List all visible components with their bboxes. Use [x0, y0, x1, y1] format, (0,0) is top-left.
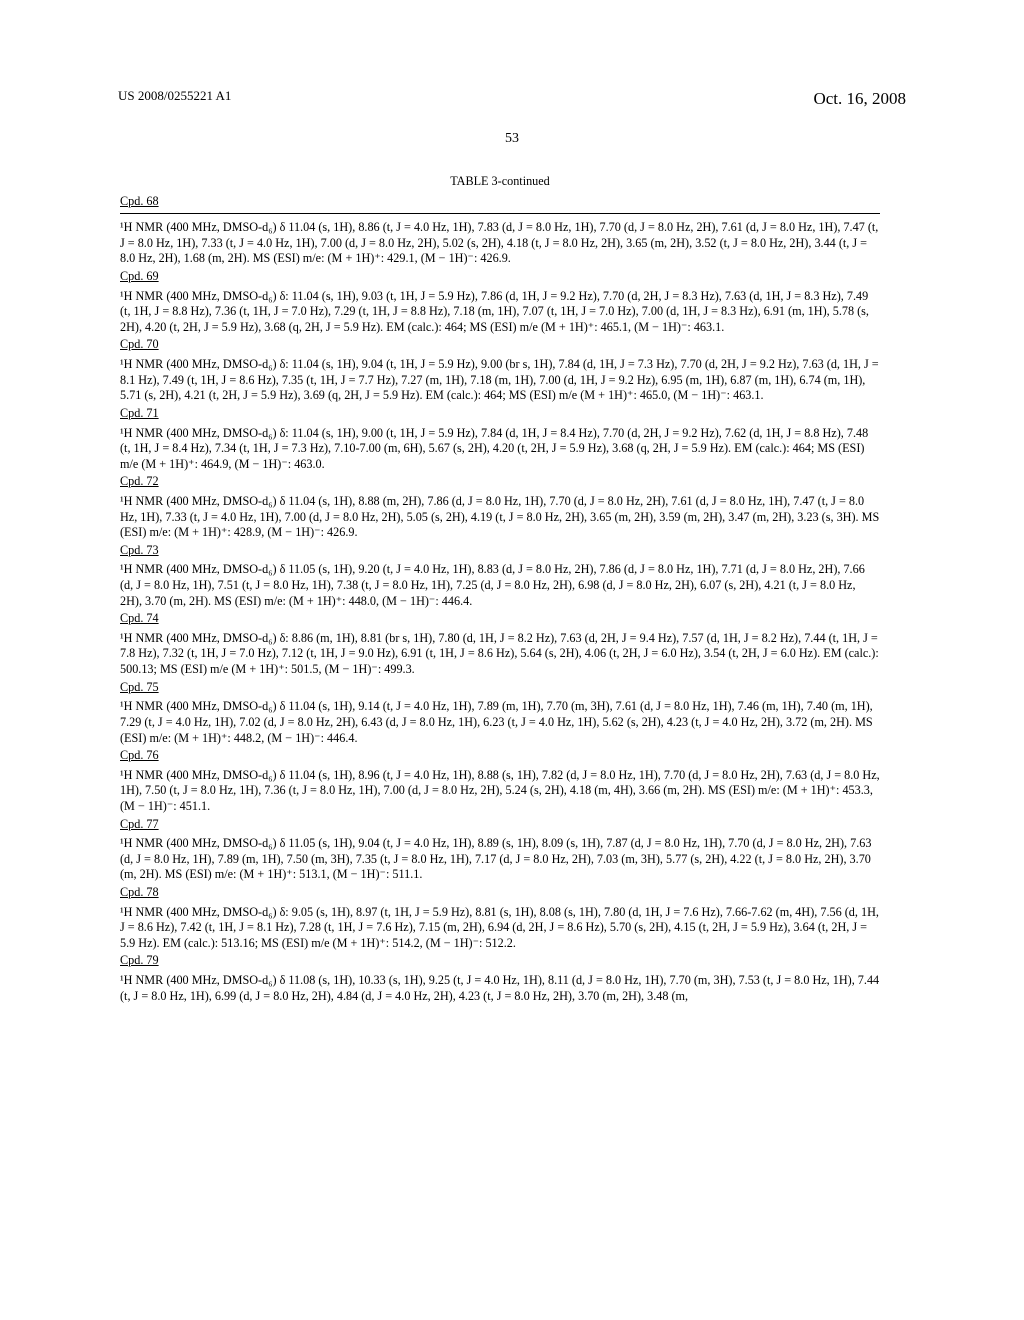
nmr-data: ¹H NMR (400 MHz, DMSO-d₆) δ: 11.04 (s, 1…: [120, 357, 880, 404]
compound-header: Cpd. 69: [120, 269, 880, 285]
table-entry: ¹H NMR (400 MHz, DMSO-d₆) δ 11.04 (s, 1H…: [120, 494, 880, 558]
page-number: 53: [0, 130, 1024, 148]
table-entry: ¹H NMR (400 MHz, DMSO-d₆) δ: 8.86 (m, 1H…: [120, 631, 880, 695]
table-entry: ¹H NMR (400 MHz, DMSO-d₆) δ: 11.04 (s, 1…: [120, 289, 880, 353]
compound-header: Cpd. 72: [120, 474, 880, 490]
compound-header: Cpd. 78: [120, 885, 880, 901]
table-entry: ¹H NMR (400 MHz, DMSO-d₆) δ 11.08 (s, 1H…: [120, 973, 880, 1004]
publication-number: US 2008/0255221 A1: [118, 88, 231, 103]
compound-header: Cpd. 71: [120, 406, 880, 422]
table-entry: ¹H NMR (400 MHz, DMSO-d₆) δ 11.04 (s, 1H…: [120, 220, 880, 284]
nmr-data: ¹H NMR (400 MHz, DMSO-d₆) δ 11.05 (s, 1H…: [120, 562, 880, 609]
nmr-data: ¹H NMR (400 MHz, DMSO-d₆) δ 11.04 (s, 1H…: [120, 768, 880, 815]
nmr-data: ¹H NMR (400 MHz, DMSO-d₆) δ 11.04 (s, 1H…: [120, 494, 880, 541]
compound-header: Cpd. 70: [120, 337, 880, 353]
compound-header: Cpd. 79: [120, 953, 880, 969]
nmr-data: ¹H NMR (400 MHz, DMSO-d₆) δ: 11.04 (s, 1…: [120, 426, 880, 473]
table-entry: ¹H NMR (400 MHz, DMSO-d₆) δ: 9.05 (s, 1H…: [120, 905, 880, 969]
table-content: TABLE 3-continued Cpd. 68 ¹H NMR (400 MH…: [120, 174, 880, 1006]
table-entry: ¹H NMR (400 MHz, DMSO-d₆) δ: 11.04 (s, 1…: [120, 426, 880, 490]
nmr-data: ¹H NMR (400 MHz, DMSO-d₆) δ 11.04 (s, 1H…: [120, 220, 880, 267]
compound-header: Cpd. 75: [120, 680, 880, 696]
page-header: US 2008/0255221 A1 Oct. 16, 2008: [0, 88, 1024, 105]
compound-header: Cpd. 76: [120, 748, 880, 764]
table-entry: ¹H NMR (400 MHz, DMSO-d₆) δ 11.05 (s, 1H…: [120, 836, 880, 900]
table-entry: ¹H NMR (400 MHz, DMSO-d₆) δ 11.04 (s, 1H…: [120, 699, 880, 763]
nmr-data: ¹H NMR (400 MHz, DMSO-d₆) δ 11.05 (s, 1H…: [120, 836, 880, 883]
compound-header: Cpd. 73: [120, 543, 880, 559]
table-rule: [120, 213, 880, 214]
table-entry: ¹H NMR (400 MHz, DMSO-d₆) δ 11.05 (s, 1H…: [120, 562, 880, 626]
table-entry: ¹H NMR (400 MHz, DMSO-d₆) δ: 11.04 (s, 1…: [120, 357, 880, 421]
nmr-data: ¹H NMR (400 MHz, DMSO-d₆) δ: 8.86 (m, 1H…: [120, 631, 880, 678]
nmr-data: ¹H NMR (400 MHz, DMSO-d₆) δ: 11.04 (s, 1…: [120, 289, 880, 336]
entries-container: ¹H NMR (400 MHz, DMSO-d₆) δ 11.04 (s, 1H…: [120, 220, 880, 1004]
table-title: TABLE 3-continued: [120, 174, 880, 190]
table-entry: ¹H NMR (400 MHz, DMSO-d₆) δ 11.04 (s, 1H…: [120, 768, 880, 832]
nmr-data: ¹H NMR (400 MHz, DMSO-d₆) δ 11.08 (s, 1H…: [120, 973, 880, 1004]
publication-date: Oct. 16, 2008: [813, 88, 906, 110]
compound-header: Cpd. 68: [120, 194, 880, 210]
compound-header: Cpd. 74: [120, 611, 880, 627]
nmr-data: ¹H NMR (400 MHz, DMSO-d₆) δ 11.04 (s, 1H…: [120, 699, 880, 746]
compound-header: Cpd. 77: [120, 817, 880, 833]
nmr-data: ¹H NMR (400 MHz, DMSO-d₆) δ: 9.05 (s, 1H…: [120, 905, 880, 952]
